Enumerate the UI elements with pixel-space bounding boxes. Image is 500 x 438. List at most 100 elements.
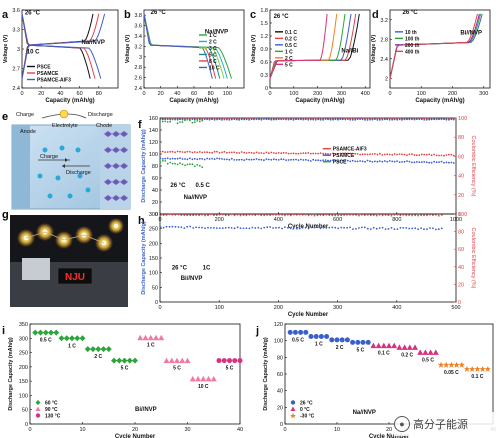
scatter-point [374,153,376,155]
scatter-point [361,213,363,216]
series-line [269,13,346,79]
legend-swatch [290,413,296,419]
scatter-point [366,153,369,156]
y2-tick-label: 60 [458,154,464,160]
scatter-point [239,227,242,230]
y-tick-label: 2.8 [380,37,388,43]
scatter-point [253,118,255,121]
scatter-point [270,158,273,161]
scatter-point [316,214,319,217]
scatter-point [230,227,233,229]
x-tick-label: 100 [417,91,426,97]
y-tick-label: 200 [19,365,28,371]
scatter-point [183,214,186,217]
scatter-point [159,150,162,153]
scatter-point [437,214,440,217]
annotation: 0.5 C [196,183,211,189]
x-tick-label: 0 [388,91,391,97]
scatter-point [352,214,354,216]
scatter-point [440,160,443,163]
scatter-point [196,158,199,161]
x-tick-label: 60 [77,91,83,97]
scatter-point [174,162,177,165]
rate-point [121,357,128,364]
scatter-point [317,118,320,121]
scatter-point [393,214,396,216]
scatter-point [297,159,300,162]
y-tick-label: 50 [152,285,158,291]
scatter-point [228,151,231,154]
scatter-point [425,118,428,121]
scatter-point [396,228,399,231]
scatter-point [174,118,177,121]
scatter-point [312,118,315,121]
scatter-point [179,162,181,165]
sodium-ions [37,145,91,199]
scatter-point [242,214,245,217]
annotation: Bi//NVP [135,407,157,413]
scatter-point [425,161,428,164]
watermark: ● 高分子能源 [394,412,500,436]
rate-point [95,346,102,353]
scatter-point [354,119,357,121]
y-tick-label: 250 [19,351,28,357]
x-tick-label: 200 [215,217,224,223]
scatter-point [432,227,434,230]
scatter-point [366,227,369,230]
x-axis-label: Cycle Number [369,434,410,438]
rate-point [37,329,44,336]
scatter-point [310,226,313,229]
scatter-point [369,153,371,156]
scatter-point [159,118,162,121]
scatter-point [198,157,201,160]
scatter-point [193,118,196,121]
scatter-point [440,227,443,230]
scatter-point [381,118,384,121]
scatter-point [282,158,285,161]
scatter-point [164,157,167,160]
scatter-point [260,118,263,121]
scatter-point [193,165,196,168]
rate-label: 0.5 C [422,357,434,363]
scatter-point [341,159,344,162]
scatter-point [196,164,199,166]
scatter-point [287,226,289,229]
scatter-point [341,152,344,155]
scatter-point [233,151,236,154]
scatter-point [298,213,301,216]
scatter-point [238,152,241,154]
scatter-point [227,226,230,229]
scatter-point [166,151,169,153]
scatter-point [327,118,329,121]
scatter-point [411,214,414,217]
scatter-point [374,160,376,163]
scatter-point [375,227,378,230]
scatter-point [257,226,260,229]
scatter-point [236,213,239,216]
scatter-point [245,118,248,121]
scatter-point [359,160,361,162]
scatter-point [213,227,215,229]
rate-label: 1 C [315,342,323,348]
rate-point [137,334,144,341]
scatter-point [391,154,394,156]
series-line [389,13,480,79]
legend-label: 0.1 C [285,30,297,36]
series-line [269,13,328,79]
scatter-point [438,154,440,157]
scatter-point [428,153,431,156]
scatter-point [295,158,297,161]
scatter-point [226,151,228,154]
scatter-point [223,150,226,153]
scatter-point [287,118,290,121]
scatter-point [239,214,242,217]
scatter-point [418,161,421,164]
scatter-point [322,214,325,217]
scatter-point [344,118,347,121]
y-tick-label: 100 [19,393,28,399]
rate-point [210,375,217,382]
rate-point [205,375,212,382]
y-tick-label: 3.6 [134,24,142,30]
scatter-point [423,153,426,156]
scatter-point [435,154,438,157]
